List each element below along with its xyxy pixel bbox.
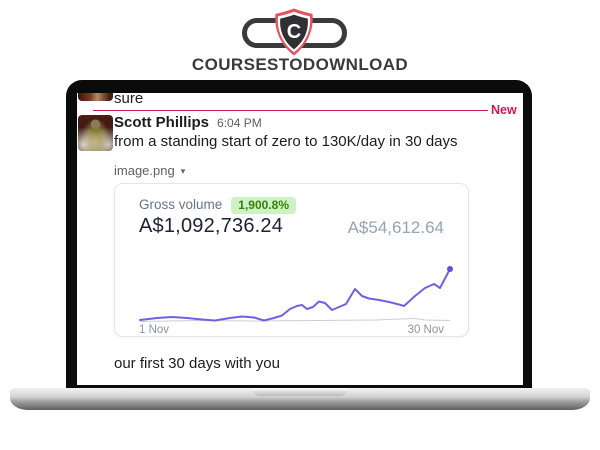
primary-value: A$1,092,736.24 [139, 215, 284, 237]
new-messages-label: New [491, 103, 517, 117]
new-messages-divider [93, 110, 488, 111]
secondary-value: A$54,612.64 [347, 218, 444, 237]
growth-badge: 1,900.8% [231, 197, 296, 214]
gross-volume-line-chart [139, 266, 453, 322]
message-timestamp[interactable]: 6:04 PM [217, 116, 262, 130]
avatar[interactable] [78, 115, 113, 151]
metric-label: Gross volume [139, 197, 223, 212]
message-text: from a standing start of zero to 130K/da… [114, 133, 458, 150]
brand-name: COURSESTODOWNLOAD [191, 55, 409, 74]
site-logo: C COURSESTODOWNLOAD [0, 0, 600, 78]
logo-letter: C [287, 21, 301, 43]
laptop-screen-chat-window: sure New Scott Phillips 6:04 PM from a st… [77, 93, 523, 385]
message-header: Scott Phillips 6:04 PM [114, 114, 262, 132]
x-axis-start-label: 1 Nov [139, 324, 170, 336]
laptop-lid-notch [252, 388, 348, 396]
previous-message-text: sure [114, 93, 144, 107]
gross-volume-card[interactable]: Gross volume 1,900.8% A$1,092,736.24 A$54… [114, 183, 469, 337]
attachment-row[interactable]: image.png ▾ [114, 163, 185, 178]
metric-row: Gross volume 1,900.8% [139, 196, 296, 214]
latest-point-dot [447, 266, 453, 272]
sender-name[interactable]: Scott Phillips [114, 114, 210, 131]
attachment-filename[interactable]: image.png [114, 163, 175, 178]
gross-volume-series-line [139, 268, 451, 322]
logo-shield-icon: C [275, 8, 313, 56]
followup-message-text: our first 30 days with you [114, 355, 280, 372]
chevron-down-icon[interactable]: ▾ [180, 166, 186, 176]
x-axis-end-label: 30 Nov [407, 324, 444, 336]
laptop-base [10, 388, 590, 410]
previous-message-avatar[interactable] [78, 93, 113, 101]
